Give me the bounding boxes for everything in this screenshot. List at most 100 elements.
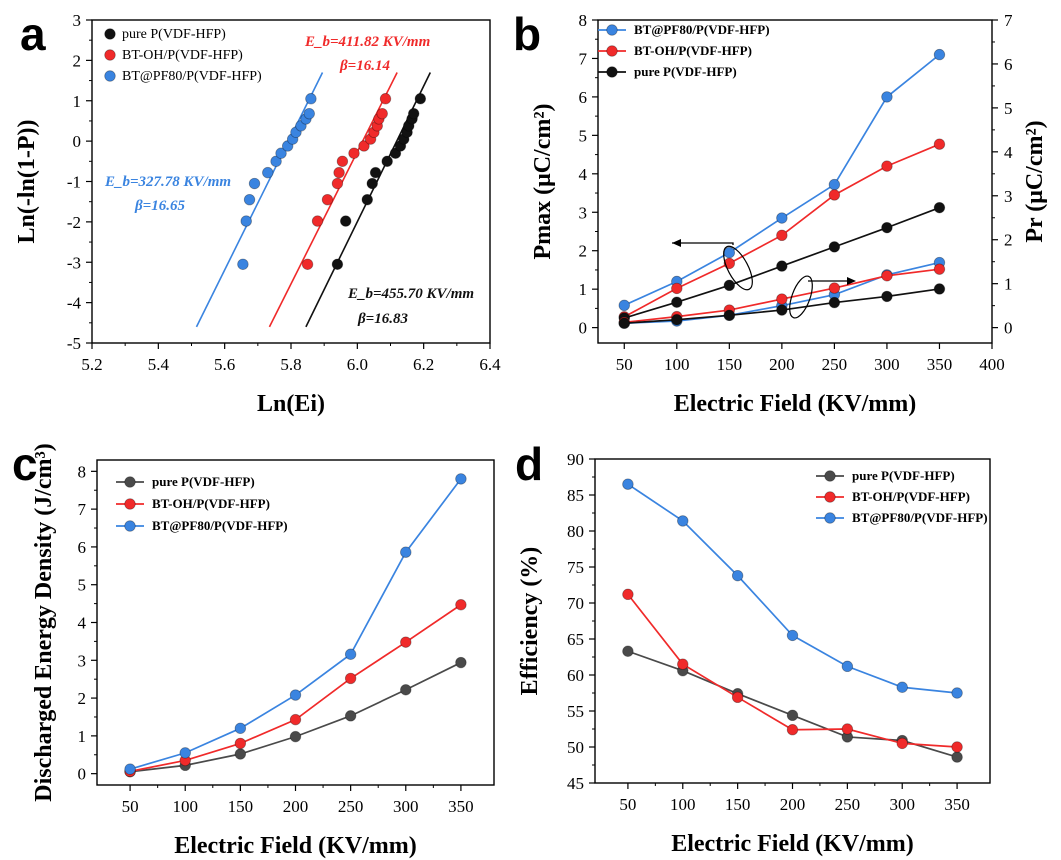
x-axis-title: Electric Field (KV/mm)	[174, 833, 417, 859]
x-tick-label: 100	[664, 355, 690, 374]
data-point	[841, 723, 854, 735]
data-point	[622, 645, 634, 657]
data-point	[331, 258, 344, 270]
x-axis-title: Electric Field (KV/mm)	[671, 831, 914, 857]
y-tick-label: 2	[78, 689, 87, 708]
data-point	[723, 246, 736, 259]
y-tick-label: 1	[78, 727, 87, 746]
y-right-axis-title: Pr (μC/cm²)	[1022, 120, 1048, 242]
data-point	[951, 741, 963, 753]
y-tick-label: 6	[579, 88, 588, 107]
data-point	[333, 166, 345, 179]
legend-marker	[824, 470, 836, 482]
y-tick-label: 55	[567, 702, 584, 721]
y-tick-label: 65	[567, 630, 584, 649]
y-tick-label: 0	[78, 765, 87, 784]
data-point	[896, 737, 908, 750]
x-tick-label: 200	[283, 797, 309, 816]
annotation-beta: β=16.14	[339, 58, 390, 74]
y-tick-label: 70	[567, 594, 584, 613]
y-tick-label: 60	[567, 666, 584, 685]
data-point	[618, 317, 630, 329]
data-point	[841, 660, 854, 673]
data-point	[455, 656, 467, 669]
y-tick-label: 7	[78, 500, 87, 519]
data-point	[301, 258, 314, 270]
x-tick-label: 50	[122, 797, 139, 816]
data-point	[881, 290, 893, 303]
y-tick-label: 50	[567, 738, 584, 757]
data-point	[369, 166, 382, 179]
legend-label: BT-OH/P(VDF-HFP)	[634, 43, 752, 58]
y-tick-label: 80	[567, 522, 584, 541]
data-point	[311, 215, 324, 227]
y-axis-title: Efficiency (%)	[517, 547, 543, 696]
panel-c: 50 100 150 200 250 300 350 0 1 2 3 4 5 6 7 8 Electric Fi…	[12, 438, 495, 859]
plot-frame	[597, 19, 993, 344]
data-point	[881, 270, 893, 282]
data-point	[234, 737, 247, 750]
legend-label: pure P(VDF-HFP)	[152, 474, 255, 489]
legend-label: pure P(VDF-HFP)	[634, 64, 737, 79]
y-right-tick-label: 1	[1004, 275, 1013, 294]
data-point	[243, 193, 256, 206]
data-point	[344, 710, 357, 722]
data-point	[731, 569, 744, 582]
data-point	[336, 155, 349, 168]
data-point	[234, 748, 247, 760]
annotation-breakdown-strength: E_b=327.78 KV/mm	[104, 174, 231, 190]
annotation-beta: β=16.83	[357, 311, 408, 327]
data-point	[933, 283, 946, 295]
data-point	[776, 260, 788, 272]
data-point	[237, 258, 249, 270]
legend-marker	[124, 476, 136, 488]
x-tick-label: 5.2	[81, 355, 102, 374]
y-tick-label: 4	[579, 165, 588, 184]
y-tick-label: 0	[579, 319, 588, 338]
panel-letter: b	[513, 8, 541, 60]
x-tick-label: 250	[822, 355, 848, 374]
x-axis-title: Electric Field (KV/mm)	[674, 391, 917, 417]
data-point	[381, 155, 393, 168]
y-tick-label: 8	[78, 462, 87, 481]
legend-label: BT@PF80/P(VDF-HFP)	[152, 518, 288, 533]
legend-marker	[606, 45, 618, 57]
data-point	[951, 751, 963, 763]
y-tick-label: 3	[73, 11, 82, 30]
annotation-beta: β=16.65	[134, 198, 185, 214]
legend-label: pure P(VDF-HFP)	[852, 468, 955, 483]
data-point	[270, 155, 282, 168]
data-point	[376, 107, 388, 120]
data-point	[361, 193, 373, 206]
panel-b: 50 100 150 200 250 300 350 400012345678Electric…	[513, 8, 1048, 417]
data-point	[776, 212, 788, 224]
data-point	[828, 282, 841, 294]
y-right-tick-label: 6	[1004, 55, 1013, 74]
y-right-tick-label: 7	[1004, 11, 1013, 30]
legend-marker	[124, 498, 136, 510]
legend-marker	[104, 49, 116, 61]
data-point	[828, 296, 841, 309]
data-point	[248, 177, 261, 190]
data-point	[240, 215, 252, 227]
data-point	[414, 93, 427, 105]
data-point	[951, 687, 963, 699]
data-point	[723, 309, 736, 322]
x-tick-label: 300	[874, 355, 900, 374]
x-tick-label: 150	[228, 797, 254, 816]
data-point	[289, 689, 302, 701]
data-point	[305, 93, 317, 105]
data-point	[828, 189, 841, 201]
y-axis-title: Discharged Energy Density (J/cm³)	[31, 443, 57, 801]
data-point	[622, 588, 634, 601]
data-point	[124, 763, 136, 775]
x-tick-label: 100	[670, 795, 696, 814]
y-tick-label: 3	[579, 203, 588, 222]
data-point	[881, 160, 893, 172]
legend-label: BT-OH/P(VDF-HFP)	[852, 489, 970, 504]
panel-d: 50 100 150 200 250 300 350 45 50 55 60 65 70 75 80 85 90…	[515, 438, 991, 857]
data-point	[622, 478, 634, 490]
y-right-tick-label: 5	[1004, 99, 1013, 118]
y-tick-label: -4	[67, 294, 82, 313]
data-point	[455, 599, 467, 611]
